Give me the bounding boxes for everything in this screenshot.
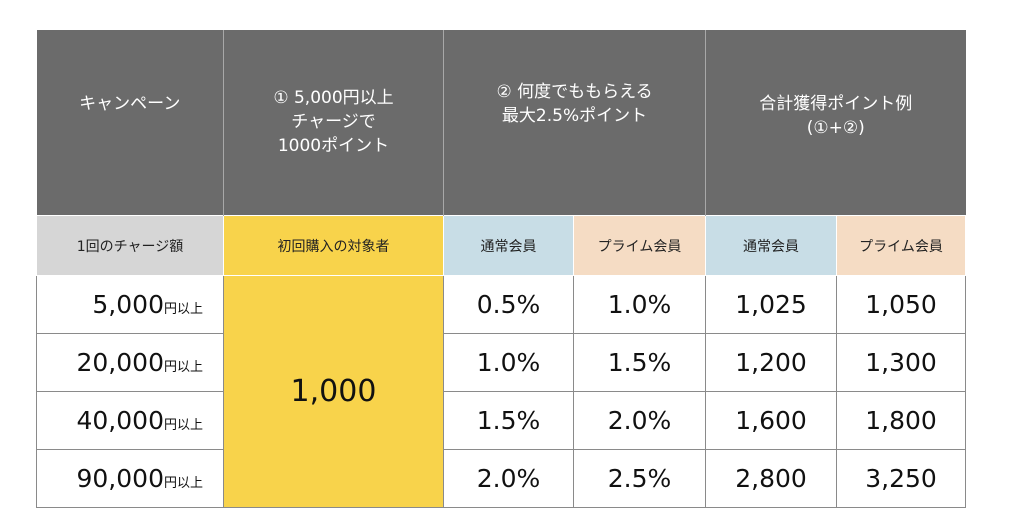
prime-total-cell: 1,050 [836,275,967,334]
regular-rate-cell: 1.5% [443,391,574,450]
regular-total-cell: 1,025 [705,275,838,334]
charge-amount-cell: 40,000円以上 [36,391,224,450]
header-row: キャンペーン ① 5,000円以上 チャージで 1000ポイント ② 何度でもも… [36,30,966,216]
regular-rate-cell: 1.0% [443,333,574,392]
prime-total-cell: 3,250 [836,449,967,508]
regular-total-cell: 1,600 [705,391,838,450]
charge-amount-unit: 円以上 [163,476,203,491]
charge-amount-unit: 円以上 [163,360,203,375]
subheader-prime-member: プライム会員 [572,215,707,276]
table-row: 5,000円以上 1,000 0.5% 1.0% 1,025 1,050 [36,275,967,508]
charge-amount-cell: 20,000円以上 [36,333,224,392]
charge-amount-value: 40,000 [76,406,164,435]
charge-amount-cell: 90,000円以上 [36,449,224,508]
subheader-regular-member-total: 通常会員 [705,215,838,276]
table-row: 40,000円以上 1.5% 2.0% 1,600 1,800 [36,391,967,450]
prime-rate-cell: 2.5% [572,449,707,508]
prime-total-cell: 1,300 [836,333,967,392]
subheader-regular-member: 通常会員 [443,215,574,276]
table-row: 20,000円以上 1.0% 1.5% 1,200 1,300 [36,333,967,392]
regular-total-cell: 2,800 [705,449,838,508]
prime-rate-cell: 1.0% [572,275,707,334]
subheader-row: 1回のチャージ額 初回購入の対象者 通常会員 プライム会員 通常会員 プライム会… [36,215,967,276]
points-campaign-table: キャンペーン ① 5,000円以上 チャージで 1000ポイント ② 何度でもも… [36,30,967,508]
charge-amount-unit: 円以上 [163,418,203,433]
header-campaign: キャンペーン [36,30,224,216]
header-total-example: 合計獲得ポイント例 (①+②) [705,30,966,216]
charge-amount-value: 5,000 [92,290,164,319]
header-repeat-points: ② 何度でももらえる 最大2.5%ポイント [442,30,706,216]
charge-amount-unit: 円以上 [163,302,203,317]
charge-amount-cell: 5,000円以上 [36,275,224,334]
prime-rate-cell: 1.5% [572,333,707,392]
prime-rate-cell: 2.0% [572,391,707,450]
regular-rate-cell: 0.5% [443,275,574,334]
charge-amount-value: 20,000 [76,348,164,377]
regular-total-cell: 1,200 [705,333,838,392]
first-purchase-bonus: 1,000 [223,275,444,508]
table-row: 90,000円以上 2.0% 2.5% 2,800 3,250 [36,449,967,508]
points-campaign-table-container: キャンペーン ① 5,000円以上 チャージで 1000ポイント ② 何度でもも… [36,30,967,508]
header-first-charge: ① 5,000円以上 チャージで 1000ポイント [223,30,444,216]
subheader-first-purchase-target: 初回購入の対象者 [223,215,444,276]
prime-total-cell: 1,800 [836,391,967,450]
subheader-charge-amount: 1回のチャージ額 [36,215,224,276]
charge-amount-value: 90,000 [76,464,164,493]
subheader-prime-member-total: プライム会員 [836,215,967,276]
regular-rate-cell: 2.0% [443,449,574,508]
